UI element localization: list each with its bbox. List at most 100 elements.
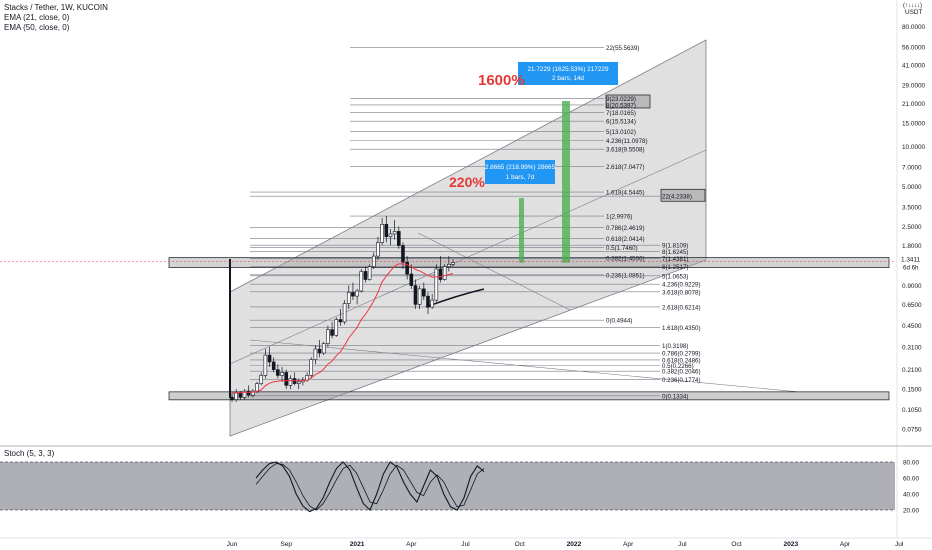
fib-label-12: 0.786(2.4619) [606, 225, 645, 232]
candle-body-40 [396, 231, 401, 246]
fib-label-33: 0(0.1334) [662, 393, 689, 400]
symbol-title[interactable]: Stacks / Tether, 1W, KUCOIN [4, 3, 108, 12]
price-axis[interactable]: (↑↓↓↓↓)USDT 80.0000 56.0000 41.0000 29.0000 2… [0, 0, 932, 538]
price-tick-1: 56.0000 [902, 45, 926, 52]
time-tick-4: Jul [461, 541, 470, 548]
price-tick-10: 2.5000 [902, 224, 922, 231]
annotation-1600: 1600% [478, 72, 525, 89]
candle-body-52 [447, 264, 451, 267]
candle-body-51 [442, 266, 447, 280]
price-tick-4: 21.0000 [902, 101, 926, 108]
candle-body-45 [417, 288, 422, 305]
candle-body-41 [401, 245, 405, 263]
time-tick-6: 2022 [567, 541, 582, 548]
ema50-legend[interactable]: EMA (50, close, 0) [4, 23, 70, 32]
candle-body-39 [392, 231, 397, 235]
measure-callout-small [485, 160, 555, 184]
candle-body-23 [326, 329, 330, 344]
measure-bar-big [562, 100, 570, 263]
candle-body-25 [334, 319, 339, 336]
fib-label-16: 9(1.8109) [662, 243, 689, 250]
time-tick-10: 2023 [783, 541, 798, 548]
fib-layer: 22(55.5639) 9(23.0229)8(20.5397)7(18.0165… [250, 45, 701, 400]
stoch-legend[interactable]: Stoch (5, 3, 3) [4, 449, 55, 458]
fib-label-15: 0.382(1.4506) [606, 256, 645, 263]
measure-small-line1: 2.8665 (218.99%) 28665 [485, 164, 556, 171]
fib-label-19: 6(1.2517) [662, 264, 689, 271]
fib-label-5: 5(13.0102) [606, 129, 636, 136]
fib-label-26: 1.618(0.4350) [662, 325, 701, 332]
time-tick-11: Apr [840, 541, 851, 548]
chart-header: Stacks / Tether, 1W, KUCOIN EMA (21, clo… [4, 3, 108, 33]
candle-body-38 [388, 233, 393, 237]
candle-body-3 [242, 390, 247, 398]
target-zone-mid [660, 188, 706, 202]
candle-body-36 [380, 224, 384, 243]
time-tick-2: 2021 [350, 541, 365, 548]
candle-body-13 [284, 372, 289, 386]
candle-body-12 [280, 372, 284, 376]
fib-label-7: 3.618(9.5508) [606, 147, 645, 154]
candle-body-21 [317, 348, 322, 354]
time-tick-8: Jul [678, 541, 687, 548]
candle-body-7 [259, 375, 263, 384]
time-tick-9: Oct [731, 541, 741, 548]
candle-body-37 [384, 224, 389, 237]
candle-body-14 [288, 378, 293, 386]
fib-label-4: 6(15.5134) [606, 119, 636, 126]
fib-label-28: 0.786(0.2799) [662, 351, 701, 358]
candle-body-29 [351, 292, 355, 297]
channel-midline [229, 149, 707, 365]
trendline-down-2 [417, 232, 571, 311]
fib-label-24: 2.618(0.6214) [662, 304, 701, 311]
fib-label-25: 0(0.4944) [606, 318, 633, 325]
measure-small-line2: 1 bars, 7d [506, 174, 535, 181]
price-tick-0: 80.0000 [902, 24, 926, 31]
fib-label-11: 1(2.9976) [606, 214, 633, 221]
stoch-tick-3: 20.00 [903, 508, 919, 515]
price-tick-11: 1.8000 [902, 243, 922, 250]
fib-label-10: 22(4.2338) [662, 194, 692, 201]
candle-body-50 [438, 268, 443, 280]
candle-body-19 [309, 359, 314, 376]
price-tick-17: 0.1500 [902, 387, 922, 394]
candle-body-24 [330, 329, 334, 336]
annotation-220: 220% [449, 174, 485, 190]
time-tick-3: Apr [406, 541, 417, 548]
resistance-zone [168, 257, 890, 268]
price-tick-8: 5.0000 [902, 184, 922, 191]
stoch-d-line [255, 463, 485, 511]
stoch-tick-0: 80.00 [903, 460, 919, 467]
target-zone-top [605, 94, 651, 109]
candle-body-35 [376, 242, 380, 257]
candle-body-11 [276, 369, 280, 376]
candle-body-8 [263, 354, 268, 376]
stoch-pane[interactable]: 80.00 60.00 40.00 20.00 [0, 445, 932, 515]
price-tick-12: 0.9000 [902, 283, 922, 290]
candle-body-46 [422, 288, 426, 297]
candle-body-20 [313, 348, 318, 360]
candle-body-22 [321, 343, 326, 354]
candle-body-47 [426, 295, 430, 308]
time-tick-5: Oct [515, 541, 525, 548]
fib-label-18: 7(1.4381) [662, 256, 689, 263]
fib-label-29: 0.618(0.2486) [662, 357, 701, 364]
fib-label-0: 22(55.5639) [606, 45, 639, 52]
price-tick-13: 0.6500 [902, 302, 922, 309]
candle-body-42 [405, 261, 409, 275]
fib-label-1: 9(23.0229) [606, 96, 636, 103]
candle-body-1 [234, 392, 238, 400]
candle-body-0 [230, 397, 234, 400]
fib-label-17: 8(1.6245) [662, 249, 689, 256]
fib-label-23: 3.618(0.8078) [662, 289, 701, 296]
current-price-box [898, 254, 932, 272]
stoch-k-line [255, 461, 485, 513]
candle-body-9 [267, 354, 272, 363]
time-axis[interactable]: Jun Sep 2021 Apr Jul Oct 2022 Apr Jul Oct 2023 Apr J… [0, 537, 932, 548]
candle-body-44 [413, 285, 418, 305]
stoch-tick-2: 40.00 [903, 492, 919, 499]
fib-label-21: 5(1.0653) [662, 273, 689, 280]
ema21-legend[interactable]: EMA (21, close, 0) [4, 13, 70, 22]
candle-body-33 [367, 266, 372, 280]
